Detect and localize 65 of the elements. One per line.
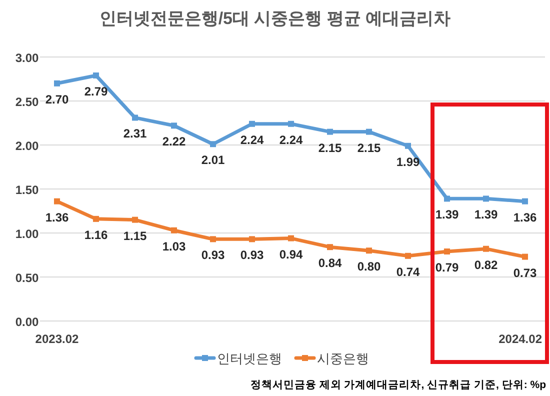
data-label: 0.94 (279, 247, 303, 262)
data-label: 0.73 (513, 266, 537, 280)
chart-title: 인터넷전문은행/5대 시중은행 평균 예대금리차 (99, 9, 451, 28)
data-label: 0.93 (240, 248, 264, 262)
data-label: 1.36 (513, 210, 537, 224)
data-label: 1.16 (84, 228, 108, 242)
point (522, 254, 528, 260)
data-label: 2.15 (318, 140, 342, 155)
y-tick-label: 1.50 (15, 183, 39, 197)
point (366, 128, 372, 135)
x-tick-label: 2023.02 (35, 332, 80, 346)
point (210, 236, 216, 242)
y-tick-label: 3.00 (15, 51, 39, 65)
point (132, 216, 138, 223)
point (405, 142, 411, 149)
point (483, 246, 489, 252)
y-tick-label: 0.50 (15, 271, 39, 285)
point (444, 248, 450, 254)
data-label: 2.24 (240, 132, 264, 147)
data-label: 1.39 (435, 208, 459, 222)
data-label: 2.22 (162, 134, 186, 149)
data-label: 1.03 (162, 239, 186, 254)
data-label: 2.01 (201, 153, 225, 168)
point (249, 236, 255, 242)
data-label: 1.36 (45, 210, 69, 224)
point (483, 196, 489, 202)
point (327, 128, 333, 135)
point (54, 80, 60, 86)
data-label: 2.24 (279, 132, 303, 147)
data-label: 2.70 (45, 92, 69, 106)
point (288, 120, 294, 127)
data-label: 1.39 (474, 208, 498, 222)
point (288, 235, 294, 242)
point (210, 141, 216, 148)
data-label: 2.31 (123, 126, 147, 141)
point (132, 114, 138, 121)
data-label: 1.15 (123, 228, 147, 243)
data-label: 2.15 (357, 140, 381, 155)
y-tick-label: 2.50 (15, 95, 39, 109)
x-tick-label: 2024.02 (498, 332, 542, 346)
point (405, 252, 411, 259)
y-tick-label: 0.00 (15, 315, 39, 329)
data-label: 0.80 (357, 260, 381, 274)
legend-label: 인터넷은행 (217, 351, 282, 366)
text: 정책서민금융 제외 가계예대금리차, 신규취급 기준, 단위: %p (250, 379, 546, 391)
y-tick-label: 1.00 (15, 227, 39, 241)
data-label: 0.84 (318, 256, 342, 270)
point (171, 122, 177, 129)
point (522, 198, 528, 204)
point (171, 227, 177, 234)
point (54, 198, 60, 204)
point (444, 196, 450, 202)
point (249, 120, 255, 127)
point (93, 72, 99, 78)
legend-label: 시중은행 (317, 351, 369, 366)
data-label: 0.74 (396, 264, 420, 279)
data-label: 0.79 (435, 260, 459, 274)
point (93, 216, 99, 222)
data-label: 1.99 (396, 154, 420, 169)
data-label: 2.79 (84, 84, 108, 98)
data-label: 0.93 (201, 248, 225, 262)
point (327, 244, 333, 250)
point (366, 248, 372, 254)
y-tick-label: 2.00 (15, 139, 39, 153)
data-label: 0.82 (474, 258, 498, 272)
